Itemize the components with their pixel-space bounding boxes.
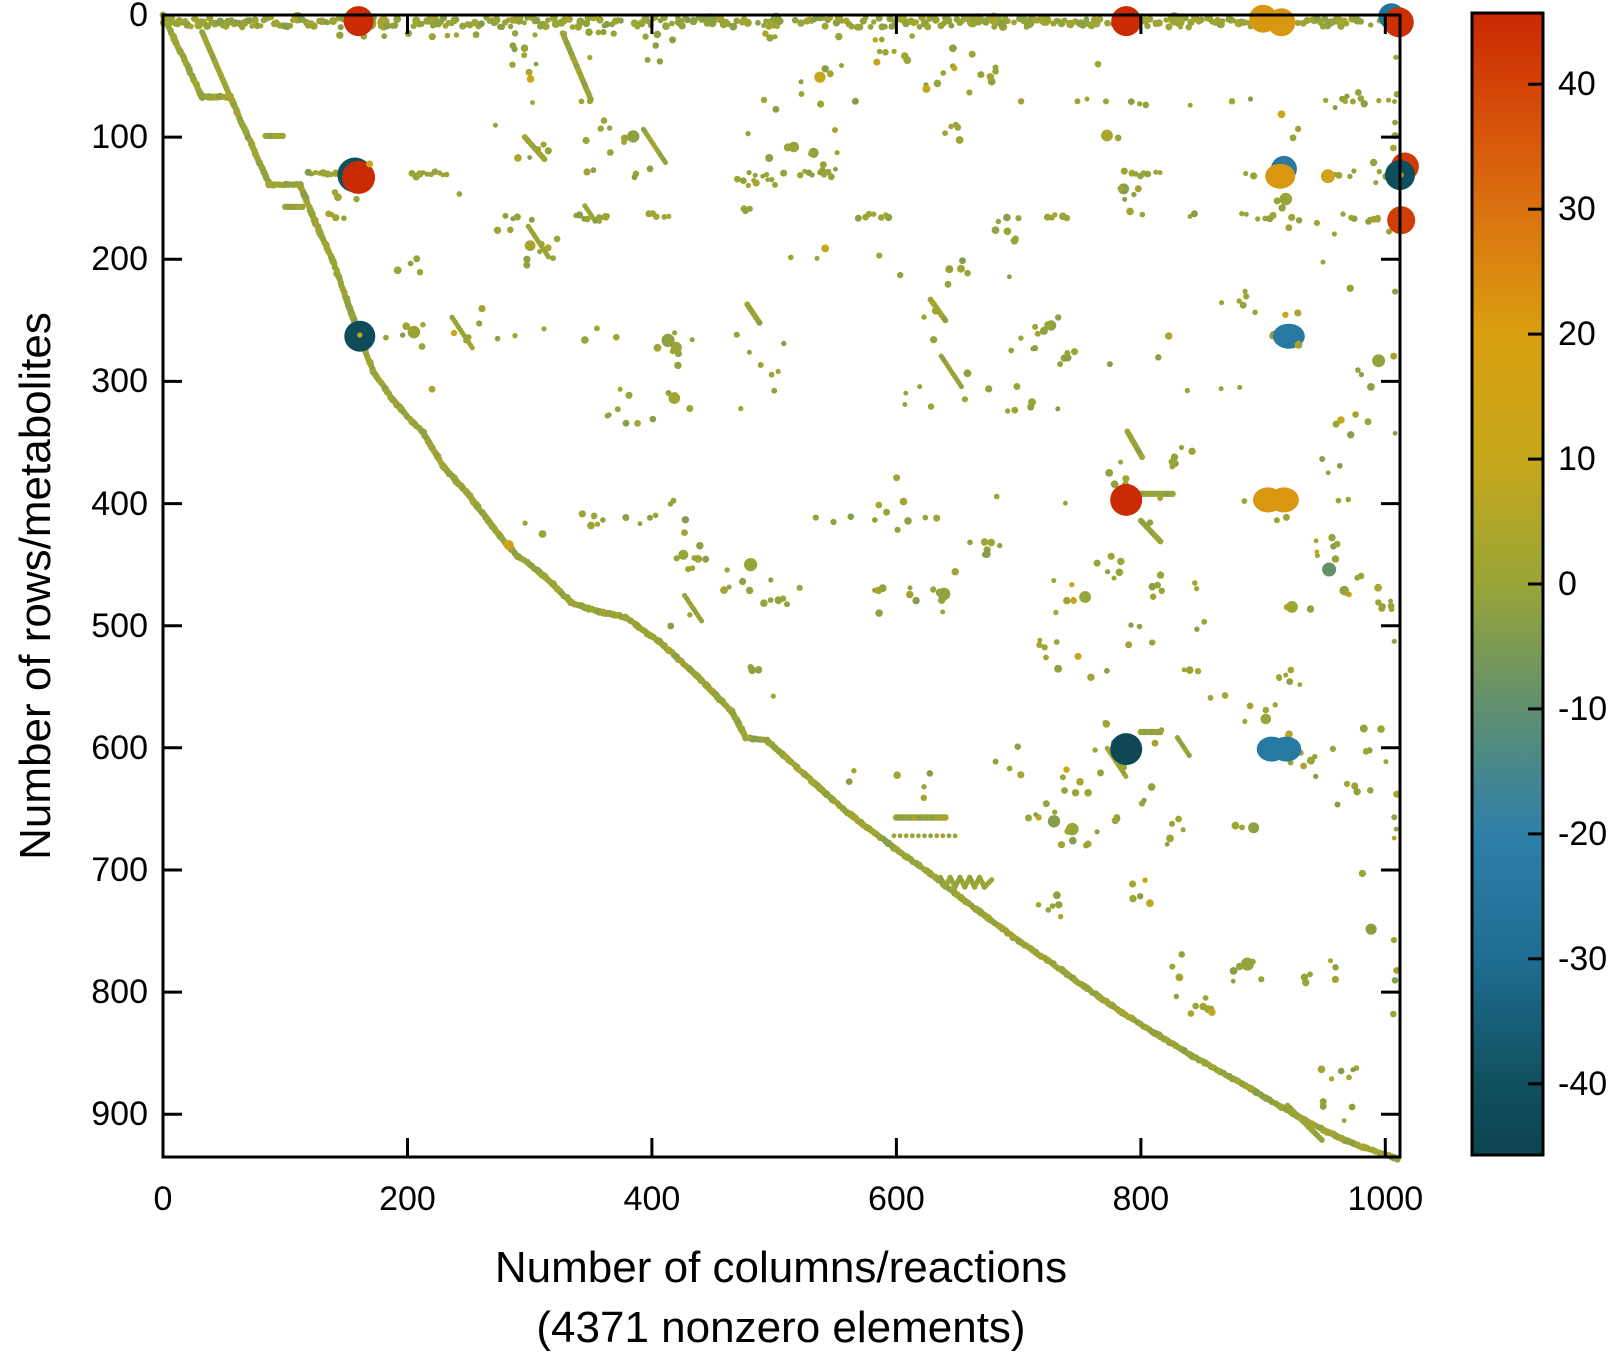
colorbar-tick-label: 10 bbox=[1558, 440, 1596, 479]
colorbar-tick-label: -20 bbox=[1558, 814, 1608, 853]
colorbar-tick-label: 30 bbox=[1558, 190, 1596, 229]
plot-box bbox=[161, 13, 1402, 1159]
x-axis-title: Number of columns/reactions bbox=[494, 1243, 1068, 1292]
colorbar-tick-label: -40 bbox=[1558, 1064, 1608, 1103]
y-axis-title: Number of rows/metabolites bbox=[11, 312, 60, 860]
x-tick-label: 400 bbox=[623, 1180, 681, 1218]
colorbar-tick-label: 20 bbox=[1558, 315, 1596, 354]
colorbar-tick-label: -30 bbox=[1558, 939, 1608, 978]
y-tick-label: 800 bbox=[91, 973, 148, 1012]
y-tick-label: 700 bbox=[91, 850, 148, 889]
colorbar-tick-label: 40 bbox=[1558, 65, 1596, 104]
x-axis-subtitle: (4371 nonzero elements) bbox=[536, 1303, 1026, 1352]
x-tick-label: 0 bbox=[153, 1180, 173, 1218]
colorbar-tick-label: 0 bbox=[1558, 565, 1577, 603]
y-tick-label: 500 bbox=[91, 606, 148, 645]
y-tick-label: 200 bbox=[91, 240, 148, 279]
x-tick-label: 800 bbox=[1112, 1180, 1170, 1218]
y-tick-label: 300 bbox=[91, 362, 148, 401]
value-markers bbox=[337, 3, 1419, 766]
y-tick-label: 400 bbox=[91, 484, 148, 523]
y-tick-label: 0 bbox=[129, 0, 148, 34]
colorbar-tick-label: -10 bbox=[1558, 689, 1608, 728]
y-tick-label: 900 bbox=[91, 1095, 148, 1134]
y-tick-label: 600 bbox=[91, 728, 148, 767]
scatter-layer bbox=[159, 11, 1402, 1163]
x-tick-label: 200 bbox=[379, 1180, 436, 1218]
y-tick-label: 100 bbox=[91, 118, 148, 157]
x-tick-label: 600 bbox=[868, 1180, 925, 1218]
colorbar bbox=[1470, 11, 1545, 1157]
colorbar-gradient bbox=[1470, 11, 1545, 1157]
x-tick-label: 1000 bbox=[1347, 1180, 1424, 1218]
